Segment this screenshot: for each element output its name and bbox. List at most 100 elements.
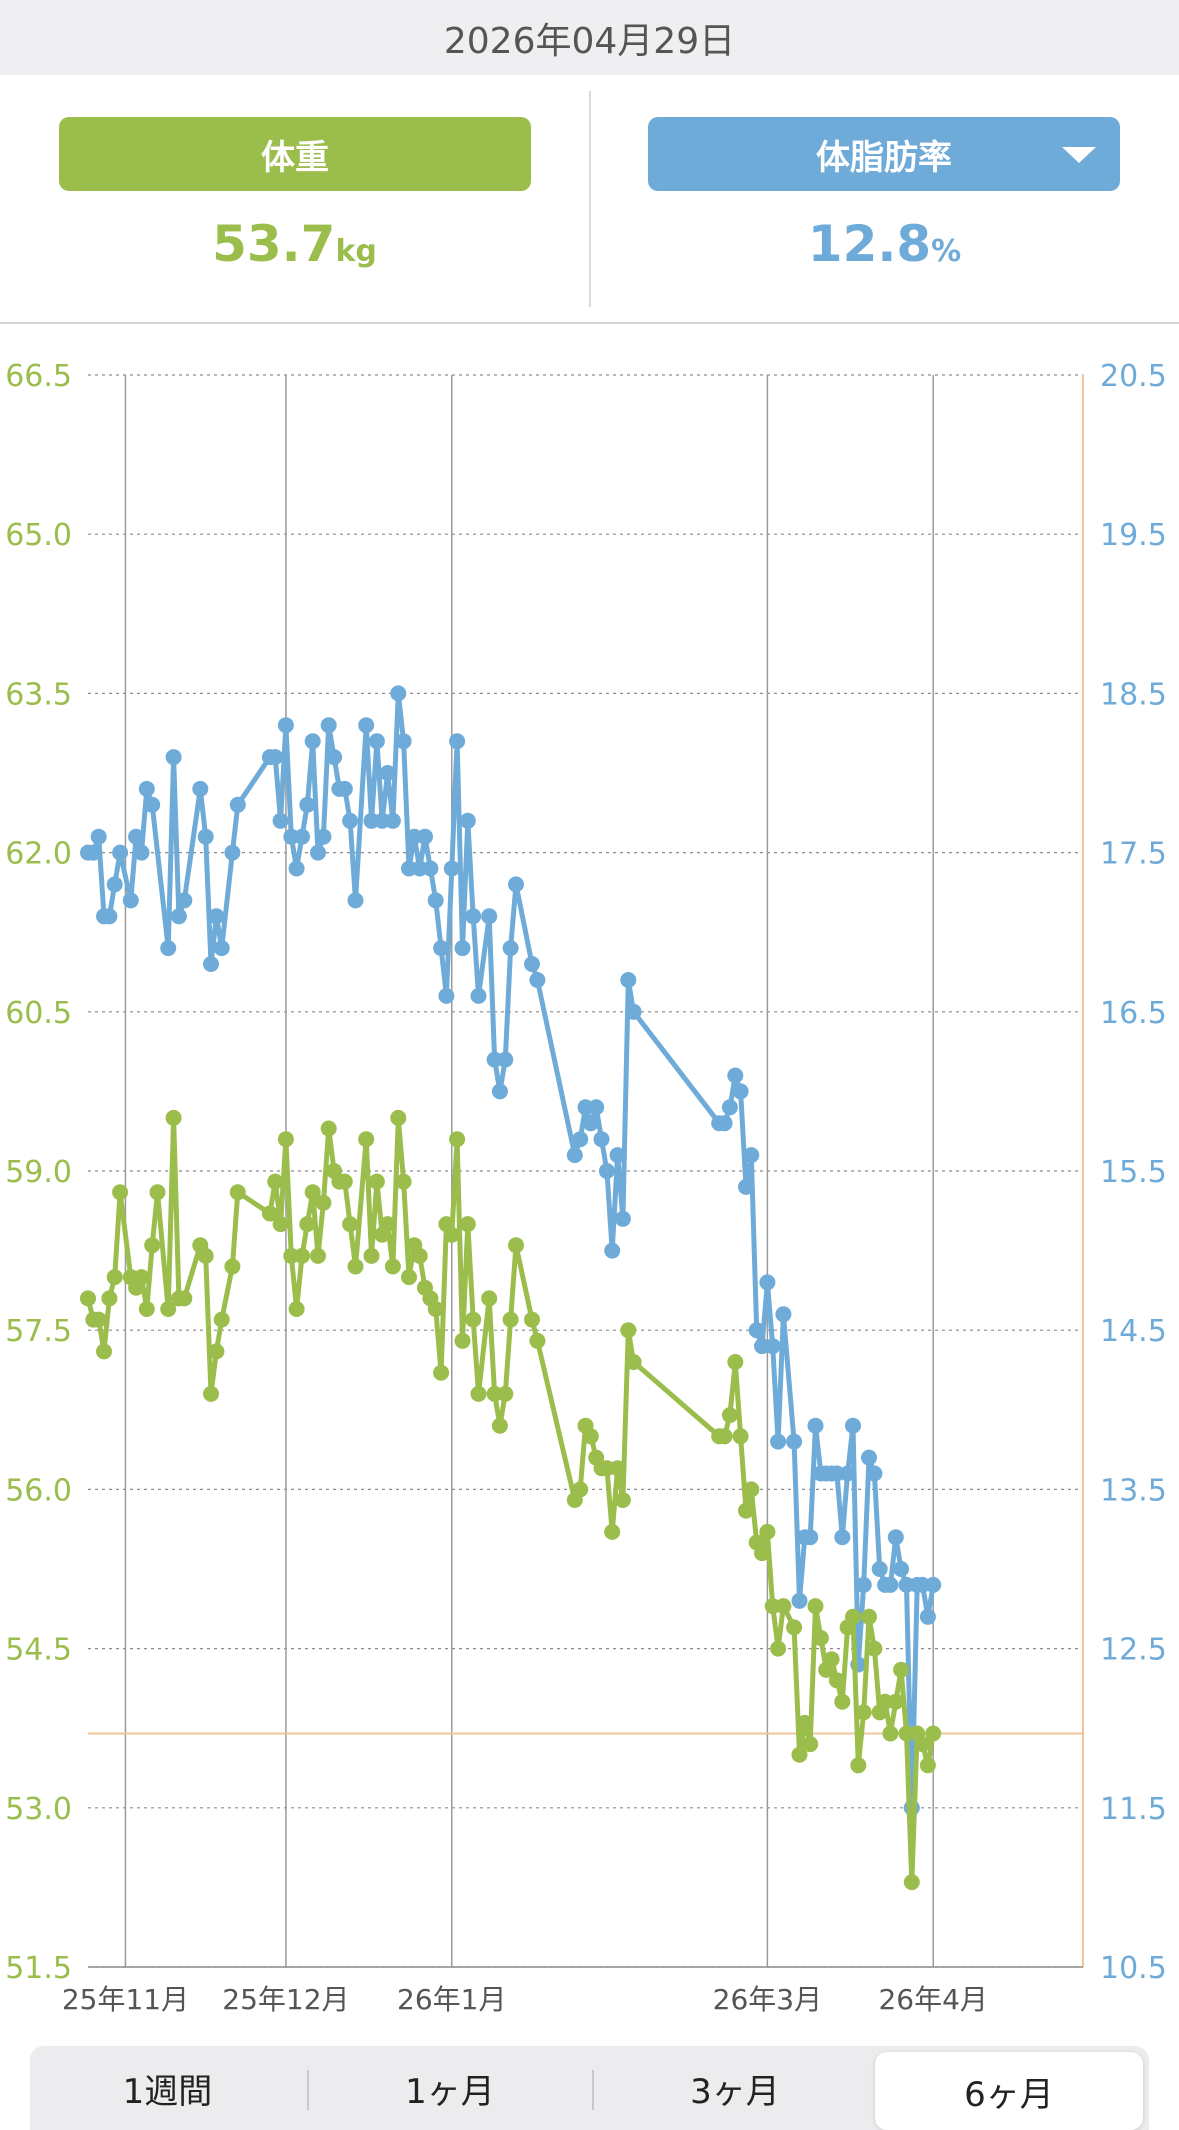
- weight-point: [796, 1714, 813, 1731]
- body-fat-point: [861, 1449, 877, 1466]
- body-fat-point: [294, 828, 310, 845]
- weight-point: [582, 1428, 599, 1445]
- weight-point: [802, 1736, 819, 1753]
- y-right-tick-label: 14.5: [1100, 1314, 1167, 1349]
- weight-point: [197, 1247, 214, 1264]
- tab-3months-label: 3ヶ月: [690, 2071, 780, 2112]
- weight-point: [112, 1184, 129, 1201]
- weight-bodyfat-chart[interactable]: 51.5 10.5 53.0 11.5 54.5 12.5 56.0 13.5 57.5 14.5…: [0, 323, 1179, 2045]
- weight-point: [390, 1109, 407, 1126]
- weight-point: [893, 1661, 910, 1678]
- y-left-tick-label: 63.5: [5, 677, 72, 712]
- body-fat-point: [759, 1274, 776, 1291]
- weight-point: [133, 1269, 150, 1286]
- body-fat-point: [288, 860, 305, 877]
- body-fat-value: 12.8%: [590, 215, 1179, 273]
- body-fat-point: [224, 844, 241, 861]
- weight-point: [786, 1619, 803, 1636]
- weight-point: [208, 1343, 225, 1360]
- weight-point: [716, 1428, 733, 1445]
- range-selector: 1週間 1ヶ月 3ヶ月 6ヶ月: [30, 2046, 1149, 2130]
- body-fat-point: [732, 1083, 749, 1100]
- body-fat-point: [866, 1465, 883, 1482]
- body-fat-point: [336, 780, 353, 797]
- body-fat-point: [449, 733, 466, 750]
- weight-point: [866, 1640, 883, 1657]
- body-fat-point: [845, 1417, 861, 1434]
- dropdown-triangle-icon[interactable]: [1062, 147, 1096, 163]
- weight-point: [919, 1757, 936, 1774]
- body-fat-point: [871, 1561, 888, 1577]
- tab-1week[interactable]: 1週間: [30, 2046, 305, 2130]
- weight-point: [96, 1343, 112, 1360]
- weight-point: [855, 1704, 872, 1721]
- y-right-tick-label: 10.5: [1100, 1951, 1167, 1986]
- body-fat-point: [384, 812, 401, 829]
- body-fat-point: [582, 1115, 599, 1132]
- body-fat-label: 体脂肪率: [816, 137, 952, 178]
- weight-point: [914, 1736, 931, 1753]
- weight-series: [80, 1109, 942, 1891]
- weight-point: [427, 1301, 444, 1317]
- weight-point: [620, 1322, 637, 1339]
- weight-point: [347, 1258, 364, 1275]
- weight-point: [90, 1311, 107, 1328]
- tab-6months[interactable]: 6ヶ月: [875, 2052, 1143, 2130]
- body-fat-point: [347, 892, 364, 909]
- body-fat-point: [208, 908, 225, 925]
- body-fat-point: [593, 1131, 610, 1148]
- summary-panel: 体重 53.7kg 体脂肪率 12.8%: [0, 75, 1179, 324]
- body-fat-point: [807, 1417, 824, 1434]
- body-fat-point: [427, 892, 444, 909]
- weight-point: [903, 1874, 920, 1891]
- body-fat-point: [716, 1115, 733, 1132]
- body-fat-point: [524, 956, 540, 972]
- body-fat-point: [508, 876, 524, 893]
- y-left-tick-label: 65.0: [5, 518, 72, 553]
- summary-divider: [589, 91, 591, 307]
- weight-unit: kg: [335, 234, 377, 269]
- y-right-tick-label: 19.5: [1100, 518, 1167, 553]
- body-fat-point: [138, 780, 155, 797]
- weight-point: [267, 1173, 284, 1190]
- weight-button[interactable]: 体重: [59, 117, 531, 191]
- body-fat-point: [887, 1529, 904, 1546]
- y-left-tick-label: 62.0: [5, 837, 72, 872]
- body-fat-point: [128, 828, 145, 845]
- body-fat-point: [919, 1608, 936, 1625]
- body-fat-point: [609, 1147, 626, 1164]
- weight-point: [401, 1269, 417, 1286]
- date-label: 2026年04月29日: [443, 20, 736, 62]
- weight-point: [807, 1598, 824, 1615]
- body-fat-point: [502, 940, 519, 957]
- weight-point: [459, 1216, 476, 1233]
- body-fat-point: [588, 1099, 605, 1116]
- weight-point: [497, 1385, 514, 1402]
- body-fat-unit: %: [931, 234, 962, 269]
- weight-point: [315, 1194, 332, 1211]
- weight-point: [160, 1301, 177, 1317]
- tab-1month[interactable]: 1ヶ月: [310, 2046, 590, 2130]
- body-fat-point: [743, 1147, 760, 1164]
- weight-point: [572, 1481, 589, 1498]
- weight-point: [261, 1205, 278, 1222]
- body-fat-point: [770, 1433, 787, 1450]
- body-fat-point: [786, 1433, 803, 1450]
- body-fat-point: [491, 1083, 508, 1100]
- body-fat-point: [604, 1242, 621, 1259]
- body-fat-point: [229, 796, 246, 813]
- body-fat-point: [390, 685, 407, 702]
- body-fat-point: [342, 812, 359, 829]
- weight-point: [465, 1311, 482, 1328]
- weight-point: [320, 1120, 337, 1137]
- body-fat-point: [438, 987, 455, 1004]
- body-fat-button[interactable]: 体脂肪率: [648, 117, 1120, 191]
- y-left-tick-label: 56.0: [5, 1473, 72, 1508]
- tab-3months[interactable]: 3ヶ月: [595, 2046, 875, 2130]
- body-fat-point: [839, 1465, 856, 1482]
- weight-point: [368, 1173, 385, 1190]
- body-fat-point: [614, 1210, 631, 1227]
- weight-point: [481, 1290, 498, 1307]
- weight-point: [277, 1131, 294, 1148]
- tab-separator: [307, 2070, 309, 2110]
